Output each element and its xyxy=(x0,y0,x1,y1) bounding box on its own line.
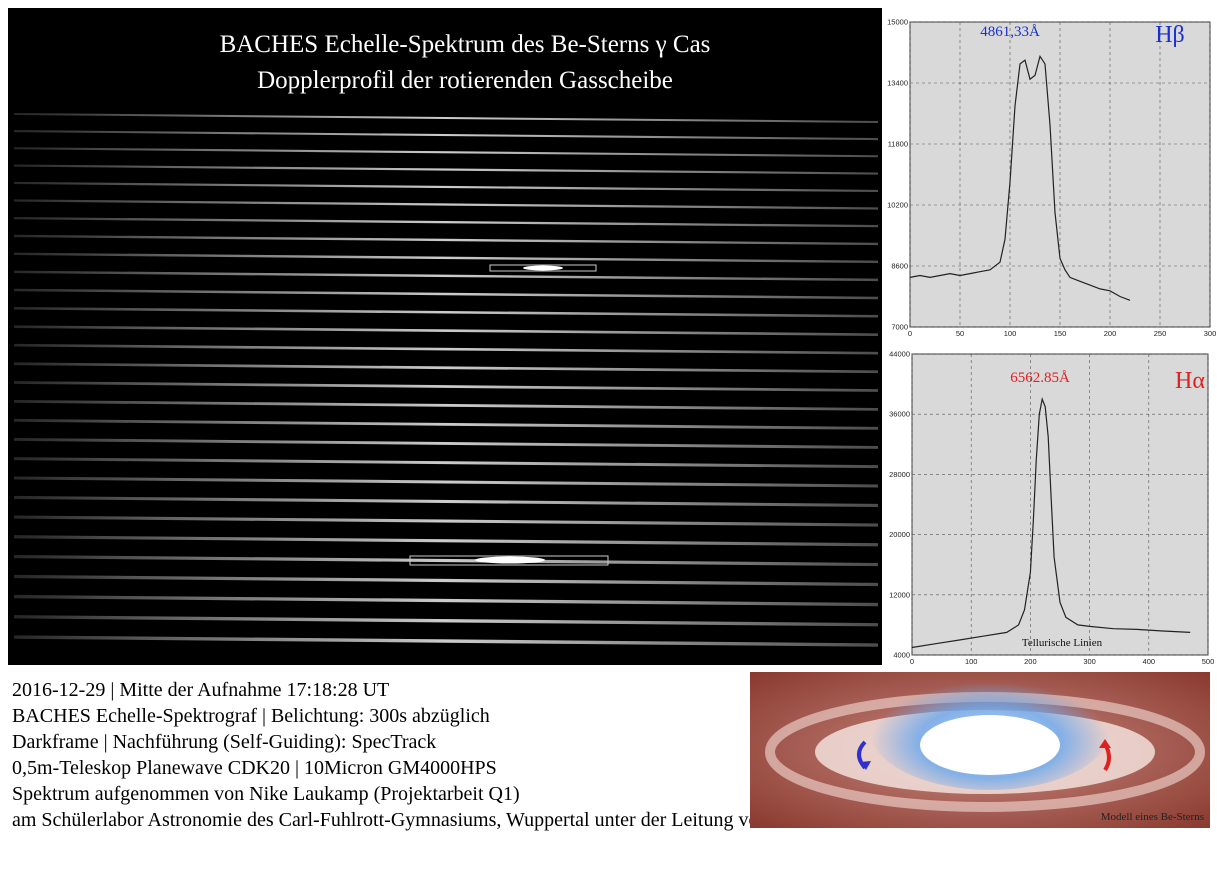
y-tick-label: 8600 xyxy=(891,262,908,271)
x-tick-label: 300 xyxy=(1204,329,1217,338)
y-tick-label: 20000 xyxy=(889,530,910,539)
x-tick-label: 100 xyxy=(965,657,978,666)
title-line: Dopplerprofil der rotierenden Gasscheibe xyxy=(257,67,673,94)
x-tick-label: 300 xyxy=(1083,657,1096,666)
caption-line: 2016-12-29 | Mitte der Aufnahme 17:18:28… xyxy=(12,679,389,701)
x-tick-label: 150 xyxy=(1054,329,1067,338)
note: Tellurische Linien xyxy=(1022,637,1103,649)
title-line: BACHES Echelle-Spektrum des Be-Sterns γ … xyxy=(220,31,711,58)
line-label: Hα xyxy=(1175,368,1205,394)
y-tick-label: 12000 xyxy=(889,590,910,599)
x-tick-label: 400 xyxy=(1143,657,1156,666)
y-tick-label: 28000 xyxy=(889,470,910,479)
y-tick-label: 4000 xyxy=(893,651,910,660)
illustration-label: Modell eines Be-Sterns xyxy=(1101,811,1204,823)
y-tick-label: 11800 xyxy=(888,140,908,149)
x-tick-label: 0 xyxy=(908,329,912,338)
x-tick-label: 200 xyxy=(1024,657,1037,666)
y-tick-label: 13400 xyxy=(887,79,908,88)
caption-line: BACHES Echelle-Spektrograf | Belichtung:… xyxy=(12,705,490,727)
x-tick-label: 200 xyxy=(1104,329,1117,338)
x-tick-label: 50 xyxy=(956,329,964,338)
y-tick-label: 44000 xyxy=(889,350,910,359)
y-tick-label: 15000 xyxy=(887,18,908,27)
caption-line: am Schülerlabor Astronomie des Carl-Fuhl… xyxy=(12,809,871,831)
y-tick-label: 36000 xyxy=(889,410,910,419)
caption-line: Darkframe | Nachführung (Self-Guiding): … xyxy=(12,731,436,753)
be-star-illustration: Modell eines Be-Sterns xyxy=(750,670,1210,828)
emission-spot xyxy=(523,266,563,271)
plot-area xyxy=(912,354,1208,655)
y-tick-label: 10200 xyxy=(887,201,908,210)
x-tick-label: 0 xyxy=(910,657,914,666)
star xyxy=(920,715,1060,775)
line-annotation: 4861,33Å xyxy=(980,24,1040,40)
emission-spot xyxy=(475,557,545,564)
x-tick-label: 100 xyxy=(1004,329,1017,338)
poster: BACHES Echelle-Spektrum des Be-Sterns γ … xyxy=(0,0,1217,869)
line-label: Hβ xyxy=(1155,22,1185,48)
x-tick-label: 250 xyxy=(1154,329,1167,338)
caption-line: 0,5m-Teleskop Planewave CDK20 | 10Micron… xyxy=(12,757,497,779)
spectrum-image xyxy=(8,8,882,665)
caption-line: Spektrum aufgenommen von Nike Laukamp (P… xyxy=(12,783,520,805)
line-annotation: 6562.85Å xyxy=(1010,370,1070,386)
y-tick-label: 7000 xyxy=(891,323,908,332)
x-tick-label: 500 xyxy=(1202,657,1215,666)
